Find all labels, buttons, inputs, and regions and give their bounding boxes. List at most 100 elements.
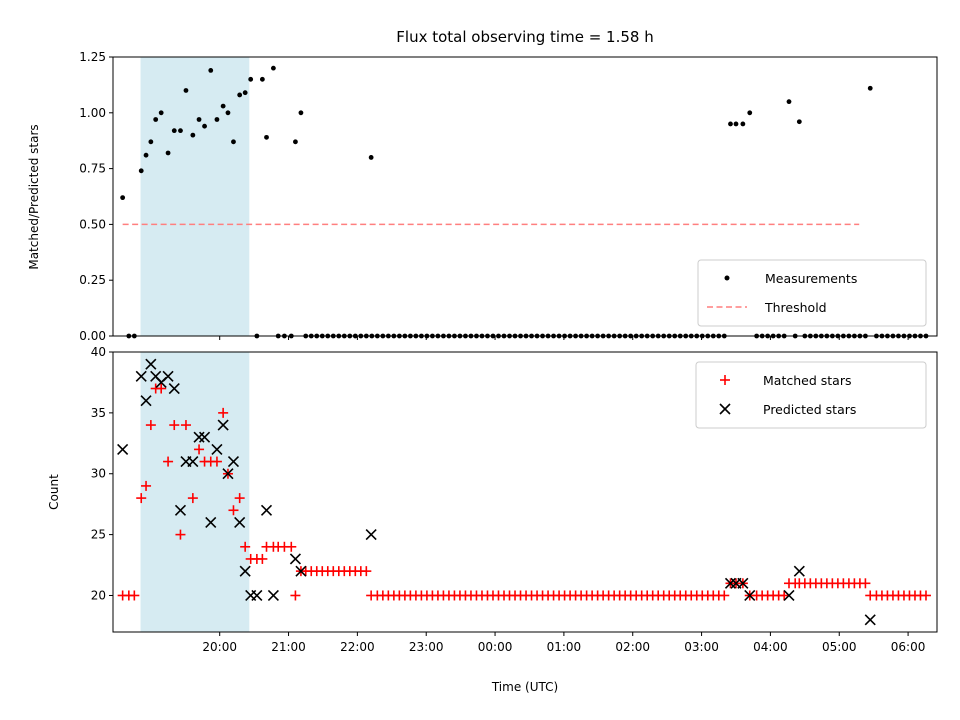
measurement-point [867,85,873,91]
matched-star-marker [194,444,205,455]
bottom-x-tick-label: 01:00 [547,640,582,654]
bottom-x-tick-label: 03:00 [684,640,719,654]
top-y-tick-label: 1.00 [79,106,106,120]
predicted-star-marker [737,577,749,589]
measurement-point [208,67,214,73]
measurement-point [733,121,739,127]
measurement-point [153,117,159,122]
predicted-star-marker [783,589,795,602]
matched-star-marker [156,383,167,394]
measurement-point [158,110,164,116]
bottom-x-tick-label: 21:00 [271,640,306,654]
predicted-star-marker [267,589,279,602]
measurement-point [120,195,126,201]
measurement-point [214,117,220,122]
measurement-point [165,150,171,156]
matched-star-marker [286,541,297,552]
bottom-legend-box [695,361,927,429]
predicted-star-marker [168,382,180,395]
predicted-star-marker [365,529,377,541]
matched-star-marker [218,407,229,418]
measurement-point [786,99,792,105]
bottom-panel: 20 25 30 35 40 20:00 21:00 22:00 23:00 00:00 01:0… [47,345,938,694]
measurement-point [143,152,149,158]
bottom-y-axis-label: Count [47,474,61,510]
measurement-point [728,121,733,127]
top-y-tick-label: 0.75 [79,162,106,176]
top-y-tick-label: 1.25 [79,50,106,64]
measurement-point [237,92,243,98]
predicted-star-marker [198,431,211,443]
bottom-legend: Matched stars Predicted stars [695,361,927,429]
predicted-star-marker [234,516,246,529]
predicted-star-marker [211,443,223,455]
matched-star-marker [129,590,140,601]
legend-predicted-marker [719,403,731,415]
measurement-point [740,121,746,127]
measurement-point [293,139,298,145]
matched-star-marker [290,590,301,601]
bottom-x-tick-label: 04:00 [753,640,788,654]
predicted-star-marker [217,419,229,431]
bottom-y-ticks: 20 25 30 35 40 [91,345,113,602]
matched-star-marker [175,529,186,540]
bottom-x-tick-label: 23:00 [409,640,444,654]
matched-star-marker [211,456,222,467]
top-chart-title: Flux total observing time = 1.58 h [396,28,653,46]
matched-star-marker [719,590,730,601]
top-x-ticks [219,336,909,340]
legend-matched-label: Matched stars [763,373,851,388]
measurement-point [248,76,254,82]
measurement-point [264,134,269,140]
bottom-x-tick-label: 02:00 [615,640,650,654]
predicted-star-marker [251,589,263,602]
bottom-axes-frame [112,351,938,633]
measurement-point [196,117,202,122]
bottom-x-tick-label: 06:00 [891,640,926,654]
matched-star-marker [257,553,268,564]
predicted-star-marker [193,431,205,443]
measurement-point [178,128,183,134]
matched-star-marker [860,578,871,589]
matched-star-marker [228,505,239,516]
predicted-star-marker [162,370,174,382]
bottom-y-tick-label: 40 [91,345,106,359]
bottom-y-tick-label: 20 [91,588,106,602]
predicted-star-marker [145,358,157,370]
predicted-star-marker [289,553,301,565]
measurement-point [231,139,236,145]
top-y-tick-label: 0.50 [79,217,106,231]
bottom-x-ticks: 20:00 21:00 22:00 23:00 00:00 01:00 02:00 03:00… [202,632,925,654]
measurement-point [259,76,265,82]
matched-star-marker [169,420,180,431]
measurement-point [298,110,304,116]
measurement-point [270,65,276,71]
matched-star-marker [361,566,372,577]
legend-measurements-marker [724,275,730,281]
predicted-star-marker [222,468,234,480]
top-legend: Measurements Threshold [697,259,927,327]
predicted-star-marker [239,565,251,577]
measurement-point [148,139,154,145]
matched-star-marker [240,541,251,552]
predicted-star-markers [117,358,876,626]
matched-star-marker [779,590,790,601]
matched-star-marker [180,420,191,431]
matched-star-marker [136,493,147,504]
predicted-star-marker [227,455,240,468]
matched-star-marker [187,493,198,504]
measurement-point [796,119,802,125]
measurement-point [225,110,231,116]
top-y-tick-label: 0.25 [79,273,106,287]
observing-window-shade-bottom [140,352,250,632]
top-panel: 0.00 0.25 0.50 0.75 1.00 1.25 Flux total obse… [27,28,938,343]
measurement-point [220,103,226,109]
bottom-x-tick-label: 20:00 [202,640,237,654]
bottom-x-tick-label: 05:00 [822,640,857,654]
bottom-x-tick-label: 00:00 [478,640,513,654]
measurement-point [190,132,196,138]
predicted-star-marker [744,589,756,602]
bottom-x-tick-label: 22:00 [340,640,375,654]
top-y-ticks: 0.00 0.25 0.50 0.75 1.00 1.25 [79,50,113,343]
